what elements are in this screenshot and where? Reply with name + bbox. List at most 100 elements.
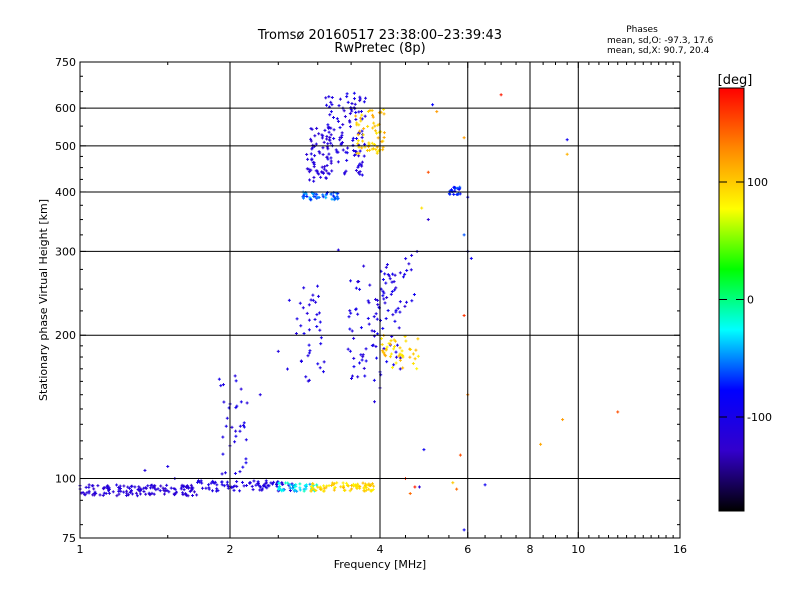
data-point [347,484,349,488]
data-point [405,257,407,261]
data-point [92,493,94,497]
data-point [307,157,309,161]
data-point [364,114,366,118]
data-point [347,100,349,104]
data-point [362,355,364,359]
data-point [346,95,348,99]
data-point [399,300,401,304]
data-point [371,329,373,333]
data-point [120,489,122,493]
data-point [144,468,146,472]
data-point [308,343,310,347]
data-point [265,481,267,485]
data-point [93,493,95,497]
data-point [394,339,396,343]
data-point [314,317,316,321]
data-point [333,486,335,490]
data-point [213,481,215,485]
data-point [255,483,257,487]
data-point [310,127,312,131]
data-point [295,483,297,487]
data-point [130,489,132,493]
x-tick-label: 6 [464,543,471,556]
data-point [359,361,361,365]
data-point [324,165,326,169]
data-point [399,310,401,314]
data-point [399,346,401,350]
data-point [308,378,310,382]
data-point [265,479,267,483]
data-point [214,480,216,484]
data-point [328,130,330,134]
data-point [308,351,310,355]
data-point [337,119,339,123]
data-point [367,316,369,320]
data-point [305,375,307,379]
data-point [241,480,243,484]
data-point [330,126,332,130]
data-point [181,485,183,489]
y-tick-label: 750 [55,56,76,69]
data-point [331,103,333,107]
data-point [329,113,331,117]
data-point [186,484,188,488]
data-point [310,198,312,202]
data-point [292,483,294,487]
data-point [234,440,236,444]
data-point [353,336,355,340]
data-point [270,481,272,485]
data-point [395,350,397,354]
data-point [373,329,375,333]
data-point [371,344,373,348]
data-point [304,483,306,487]
data-point [234,471,236,475]
data-point [326,191,328,195]
data-point [406,300,408,304]
data-point [357,280,359,284]
data-point [377,136,379,140]
data-point [413,293,415,297]
data-point [325,176,327,180]
data-point [383,112,385,116]
data-point [321,165,323,169]
data-point [318,150,320,154]
data-point [200,479,202,483]
data-point [185,493,187,497]
data-point [310,489,312,493]
data-point [381,337,383,341]
data-point [386,345,388,349]
colorbar-label: [deg] [718,73,753,88]
data-point [350,107,352,111]
y-tick-label: 100 [55,473,76,486]
data-point [347,347,349,351]
data-point [370,483,372,487]
data-point [164,489,166,493]
data-point [222,435,224,439]
data-point [347,146,349,150]
data-point [372,115,374,119]
data-point [303,286,305,290]
data-point [357,482,359,486]
data-point [376,151,378,155]
data-point [387,309,389,313]
data-point [137,488,139,492]
data-point [456,186,458,190]
data-point [451,189,453,193]
data-point [322,193,324,197]
data-point [349,119,351,123]
data-point [323,360,325,364]
data-point [320,487,322,491]
data-point [167,464,169,468]
data-point [258,483,260,487]
data-point [359,95,361,99]
data-point [337,248,339,252]
data-point [330,161,332,165]
data-point [232,485,234,489]
data-point [308,328,310,332]
data-point [151,491,153,495]
data-point [345,169,347,173]
data-point [335,148,337,152]
data-point [363,486,365,490]
data-point [399,352,401,356]
data-point [361,113,363,117]
